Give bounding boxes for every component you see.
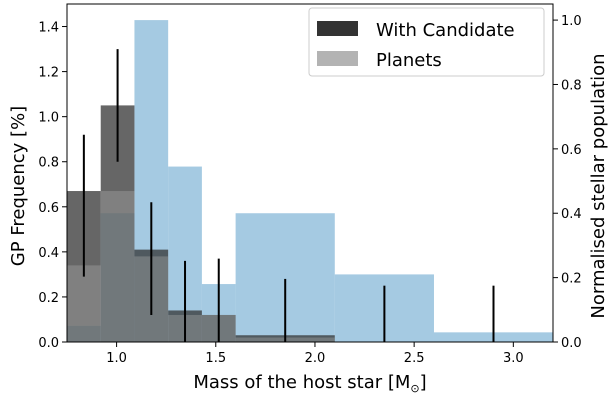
y-tick-label-3: 0.6 [38,201,59,216]
y-tick-label-7: 1.4 [38,21,59,36]
legend-box [308,7,545,77]
y2-tick-label-1: 0.2 [561,272,582,287]
legend-label-candidate: With Candidate [376,20,515,41]
y-tick-label-4: 0.8 [38,156,59,171]
y-tick-label-6: 1.2 [38,66,59,81]
y2-tick-label-5: 1.0 [561,14,582,29]
legend-label-planets: Planets [376,50,442,71]
y2-axis-label: Normalised stellar population [588,53,609,318]
x-ticks: 1.0 1.5 2.0 2.5 3.0 [106,342,524,366]
y2-tick-label-4: 0.8 [561,78,582,93]
x-tick-label-1: 1.5 [205,351,226,366]
solar-symbol: ⊙ [410,382,419,395]
y-axis-label: GP Frequency [%] [8,106,29,266]
x-tick-label-2: 2.0 [305,351,326,366]
legend-swatch-planets [317,51,358,66]
error-bars [82,49,495,342]
x-tick-label-0: 1.0 [106,351,127,366]
y-tick-label-0: 0.0 [38,336,59,351]
plot-frame [66,3,554,343]
y-tick-label-2: 0.4 [38,246,59,261]
planets-bar-1 [100,191,135,342]
legend: With Candidate Planets [308,7,545,77]
y2-ticks: 0.0 0.2 0.4 0.6 0.8 1.0 [553,14,582,351]
legend-swatch-candidate [317,21,358,36]
y2-tick-label-2: 0.4 [561,207,582,222]
x-tick-label-3: 2.5 [404,351,425,366]
y-tick-label-1: 0.2 [38,291,59,306]
x-tick-label-4: 3.0 [503,351,524,366]
y-tick-label-5: 1.0 [38,111,59,126]
x-axis-label: Mass of the host star [M⊙] [193,372,426,395]
y-ticks: 0.0 0.2 0.4 0.6 0.8 1.0 1.2 1.4 [38,21,67,351]
y2-tick-label-0: 0.0 [561,336,582,351]
y2-tick-label-3: 0.6 [561,143,582,158]
planets-bar-0 [67,265,101,342]
